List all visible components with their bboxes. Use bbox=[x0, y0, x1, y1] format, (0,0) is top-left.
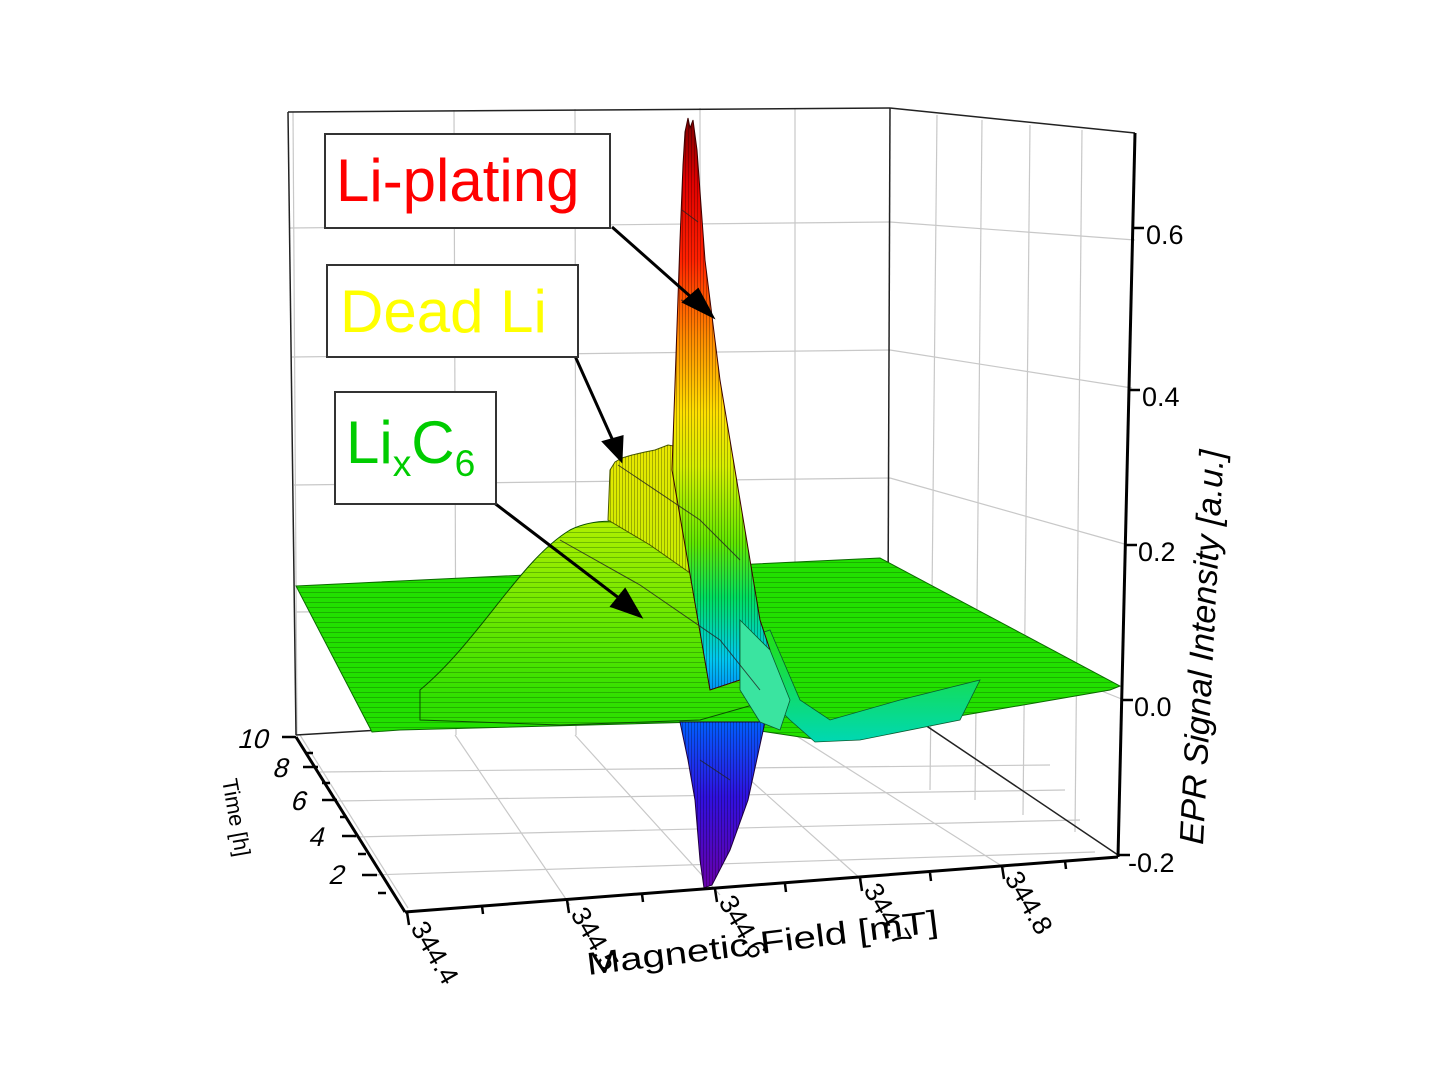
annotation-dead-li-label: Dead Li bbox=[340, 278, 547, 345]
arrow-head-icon bbox=[681, 287, 716, 320]
arrow-head-icon bbox=[609, 587, 644, 619]
z-tick-label: 0.6 bbox=[1146, 220, 1184, 250]
x-tick-label: 344.4 bbox=[405, 916, 465, 990]
z-axis-ticks bbox=[1118, 226, 1144, 857]
annotation-li-plating: Li-plating bbox=[324, 133, 611, 229]
y-tick-label: 2 bbox=[326, 859, 349, 889]
lixc6-li: Li bbox=[346, 409, 393, 476]
lixc6-c: C bbox=[411, 409, 455, 476]
x-axis-ticks bbox=[405, 860, 1068, 926]
arrow-head-icon bbox=[601, 435, 624, 464]
z-axis-tick-labels: 0.6 0.4 0.2 0.0 -0.2 bbox=[1128, 220, 1184, 878]
annotation-li-plating-label: Li-plating bbox=[336, 147, 580, 214]
y-axis-ticks bbox=[282, 735, 386, 895]
z-tick-label: 0.0 bbox=[1134, 692, 1172, 722]
y-tick-label: 10 bbox=[235, 723, 273, 753]
y-axis-title: Time [h] bbox=[217, 777, 255, 859]
lixc6-6: 6 bbox=[454, 442, 476, 485]
z-tick-label: -0.2 bbox=[1128, 848, 1175, 878]
y-tick-label: 6 bbox=[288, 785, 311, 815]
annotation-dead-li: Dead Li bbox=[326, 264, 579, 358]
y-axis-tick-labels: 10 8 6 4 2 bbox=[235, 723, 349, 889]
z-axis-title: EPR Signal Intensity [a.u.] bbox=[1173, 447, 1232, 845]
x-axis-title: Magnetic Field [mT] bbox=[584, 903, 940, 982]
z-tick-label: 0.4 bbox=[1142, 382, 1180, 412]
annotation-lixc6-label: LixC6 bbox=[346, 413, 475, 482]
y-tick-label: 8 bbox=[270, 752, 293, 782]
y-tick-label: 4 bbox=[306, 821, 329, 851]
annotation-arrows bbox=[492, 225, 716, 619]
lixc6-x: x bbox=[392, 442, 412, 485]
x-tick-label: 344.8 bbox=[999, 866, 1059, 940]
z-tick-label: 0.2 bbox=[1138, 537, 1176, 567]
annotation-lixc6: LixC6 bbox=[334, 391, 497, 505]
surface-plot bbox=[295, 117, 1122, 889]
